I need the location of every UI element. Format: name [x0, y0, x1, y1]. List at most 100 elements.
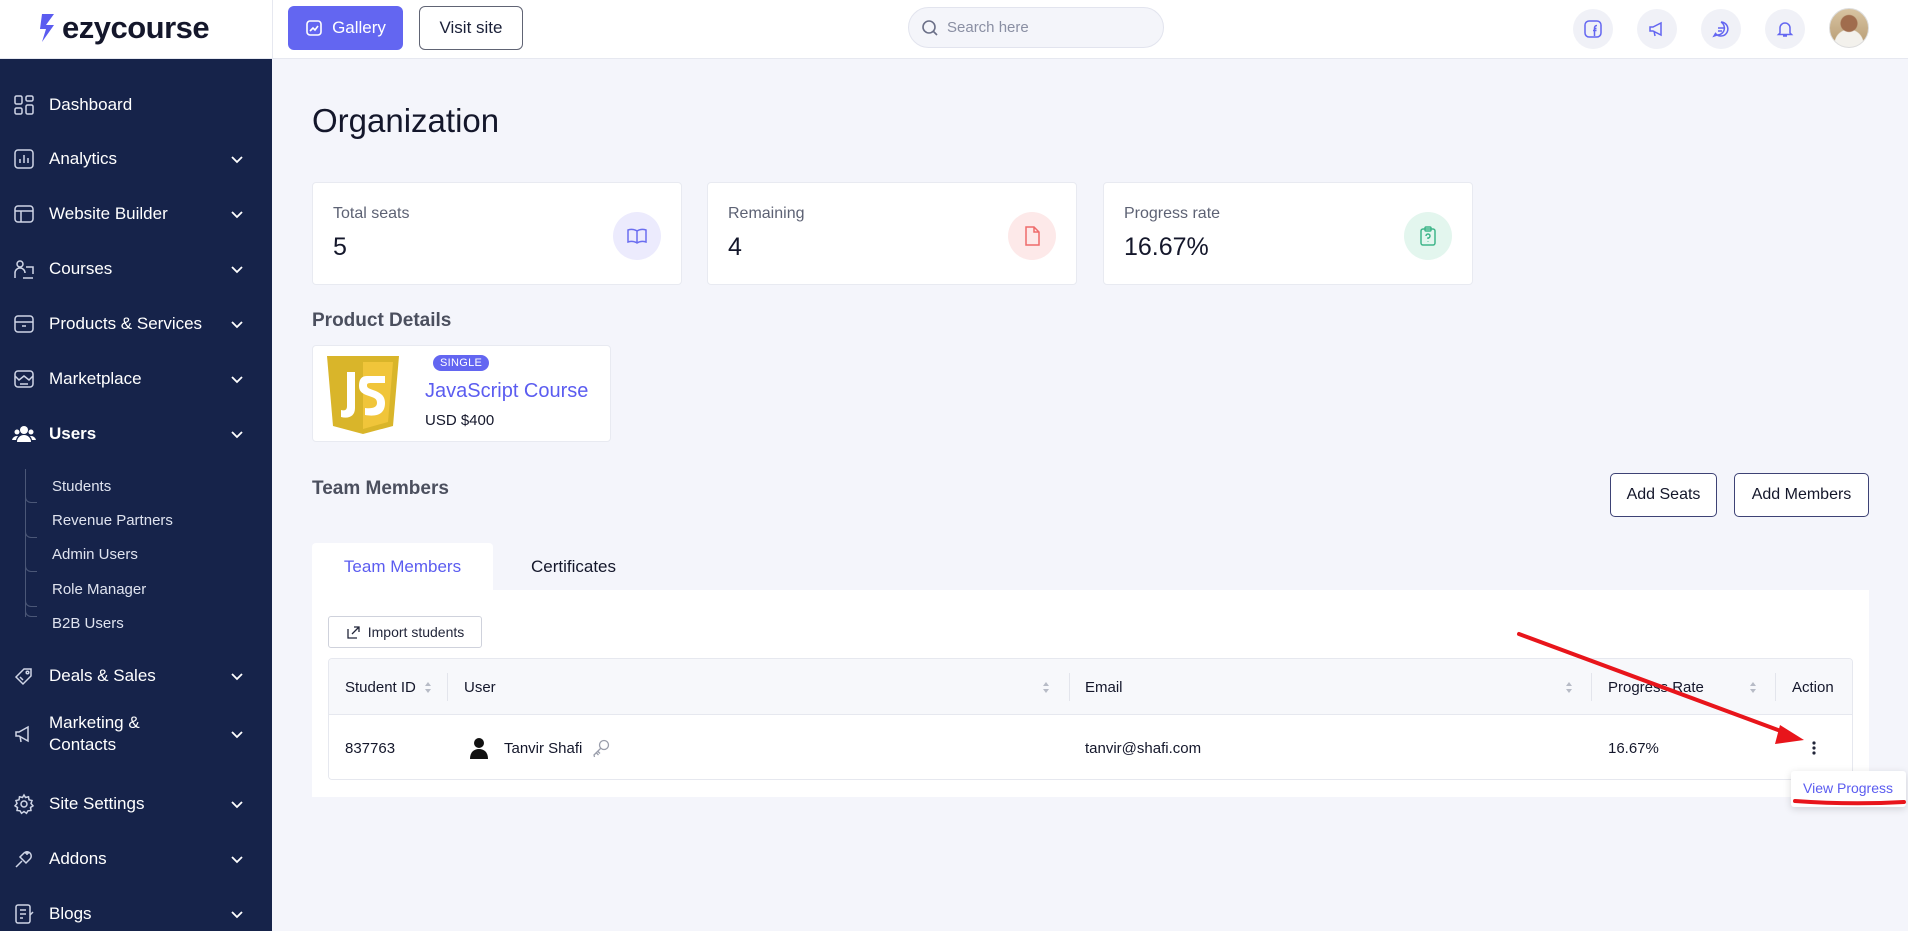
clipboard-icon [1404, 212, 1452, 260]
sidebar-item-addons[interactable]: Addons [0, 844, 272, 874]
import-students-button[interactable]: Import students [328, 616, 482, 648]
sidebar-subitem-role-manager[interactable]: Role Manager [52, 581, 147, 598]
stat-label: Progress rate [1124, 205, 1221, 222]
top-bar: ezycourse Gallery Visit site [0, 0, 1908, 59]
chevron-down-icon [231, 731, 243, 739]
stat-value: 5 [333, 233, 347, 261]
tab-certificates[interactable]: Certificates [530, 556, 617, 576]
import-students-label: Import students [367, 624, 465, 640]
key-icon[interactable] [591, 715, 611, 779]
sidebar-subitem-b2b-users[interactable]: B2B Users [52, 615, 124, 632]
submenu-tick [25, 607, 37, 617]
sidebar-item-marketplace[interactable]: Marketplace [0, 364, 272, 394]
megaphone-icon[interactable] [1637, 9, 1677, 49]
sort-icon[interactable] [424, 681, 432, 694]
gallery-button[interactable]: Gallery [288, 6, 403, 50]
product-details-heading: Product Details [312, 310, 452, 331]
blogs-icon [12, 902, 36, 926]
page-title: Organization [312, 102, 500, 139]
cell-user-name[interactable]: Tanvir Shafi [504, 739, 583, 757]
avatar[interactable] [1829, 8, 1869, 48]
stat-card-total-seats: Total seats 5 [312, 182, 682, 285]
analytics-icon [12, 147, 36, 171]
sidebar-item-label: Products & Services [49, 314, 203, 333]
sidebar-subitem-revenue-partners[interactable]: Revenue Partners [52, 512, 173, 529]
chevron-down-icon [231, 431, 243, 439]
sidebar-item-website-builder[interactable]: Website Builder [0, 199, 272, 229]
user-avatar-icon [469, 715, 489, 779]
sidebar-item-label: Analytics [49, 149, 118, 168]
tab-team-members[interactable]: Team Members [312, 543, 493, 590]
dashboard-icon [12, 93, 36, 117]
chevron-down-icon [231, 673, 243, 681]
marketing-icon [12, 722, 36, 746]
product-price: USD $400 [425, 412, 495, 429]
cell-email: tanvir@shafi.com [1085, 739, 1202, 757]
sidebar-item-marketing-contacts[interactable]: Marketing & Contacts [0, 709, 272, 759]
add-seats-button[interactable]: Add Seats [1610, 473, 1717, 517]
sidebar-item-courses[interactable]: Courses [0, 254, 272, 284]
visit-site-button[interactable]: Visit site [419, 6, 523, 50]
product-name-link[interactable]: JavaScript Course [425, 380, 589, 402]
sidebar-item-products-services[interactable]: Products & Services [0, 309, 272, 339]
document-icon [1008, 212, 1056, 260]
bell-icon[interactable] [1765, 9, 1805, 49]
sidebar-item-label: Website Builder [49, 204, 168, 223]
table-row: 837763 Tanvir Shafi tanvir@shafi.com 16.… [329, 715, 1852, 779]
submenu-line [25, 469, 26, 617]
sidebar-item-label: Marketplace [49, 369, 142, 388]
sidebar: Dashboard Analytics Website Builder Cour… [0, 59, 272, 931]
chevron-down-icon [231, 856, 243, 864]
website-builder-icon [12, 202, 36, 226]
gallery-icon [306, 20, 322, 36]
product-type-badge: SINGLE [433, 355, 490, 371]
column-header-action: Action [1792, 678, 1834, 696]
javascript-logo-icon [327, 356, 399, 434]
submenu-tick [25, 493, 37, 503]
column-header-user[interactable]: User [464, 678, 496, 696]
sidebar-item-analytics[interactable]: Analytics [0, 144, 272, 174]
sidebar-item-site-settings[interactable]: Site Settings [0, 789, 272, 819]
logo-mark-icon [40, 14, 54, 42]
column-header-student-id[interactable]: Student ID [345, 678, 416, 696]
sidebar-subitem-admin-users[interactable]: Admin Users [52, 546, 138, 563]
sidebar-item-deals-sales[interactable]: Deals & Sales [0, 661, 272, 691]
gallery-button-label: Gallery [332, 18, 386, 37]
search-input[interactable] [947, 19, 1147, 36]
sidebar-item-label-line1: Marketing & [49, 713, 140, 732]
team-members-heading: Team Members [312, 478, 449, 499]
stat-label: Total seats [333, 205, 410, 222]
ezycourse-logo[interactable]: ezycourse [38, 10, 210, 46]
sidebar-item-label: Addons [49, 849, 107, 868]
sidebar-item-users[interactable]: Users [0, 419, 272, 449]
sidebar-item-label: Users [49, 424, 97, 443]
more-vertical-icon[interactable] [1804, 715, 1824, 779]
sidebar-item-label: Courses [49, 259, 113, 278]
search-box[interactable] [908, 7, 1164, 48]
sidebar-item-label: Blogs [49, 904, 92, 923]
product-card[interactable]: SINGLE JavaScript Course USD $400 [312, 345, 611, 442]
sidebar-item-dashboard[interactable]: Dashboard [0, 90, 272, 120]
sidebar-item-label: Site Settings [49, 794, 145, 813]
members-table: Student ID User Email Progress Rate Acti… [328, 658, 1853, 780]
team-members-panel: Import students Student ID User Email Pr… [312, 590, 1869, 797]
deals-icon [12, 664, 36, 688]
view-progress-menu-item[interactable]: View Progress [1803, 780, 1894, 796]
chevron-down-icon [231, 801, 243, 809]
column-header-progress-rate[interactable]: Progress Rate [1608, 678, 1704, 696]
stat-value: 16.67% [1124, 233, 1209, 261]
table-header: Student ID User Email Progress Rate Acti… [329, 659, 1852, 715]
sort-icon[interactable] [1042, 681, 1050, 694]
column-header-email[interactable]: Email [1085, 678, 1123, 696]
submenu-tick [25, 562, 37, 572]
sort-icon[interactable] [1749, 681, 1757, 694]
add-members-button[interactable]: Add Members [1734, 473, 1869, 517]
sort-icon[interactable] [1565, 681, 1573, 694]
sidebar-item-label-line2: Contacts [49, 735, 117, 754]
sidebar-subitem-students[interactable]: Students [52, 478, 112, 495]
chat-icon[interactable] [1701, 9, 1741, 49]
column-separator [1069, 673, 1070, 701]
sidebar-item-blogs[interactable]: Blogs [0, 899, 272, 929]
logo-text: ezycourse [62, 10, 210, 45]
facebook-icon[interactable] [1573, 9, 1613, 49]
